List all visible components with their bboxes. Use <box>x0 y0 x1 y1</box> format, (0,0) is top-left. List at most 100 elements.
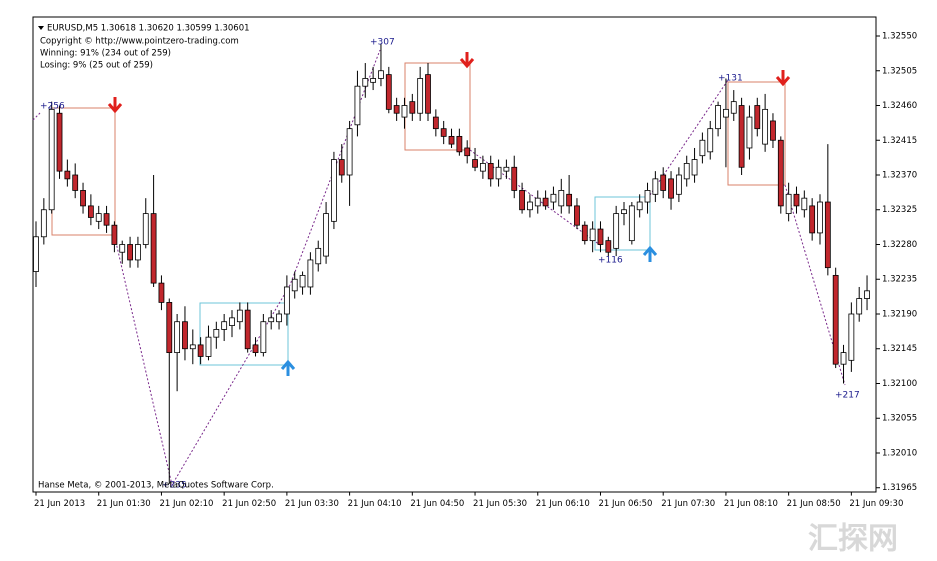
candle-body <box>574 205 580 226</box>
candle-body <box>801 197 808 211</box>
candle-body <box>644 190 651 203</box>
sell-arrow <box>459 52 475 69</box>
candles <box>33 43 870 484</box>
candle-body <box>503 166 510 172</box>
candle-body <box>479 163 486 172</box>
trade-result: +116 <box>598 256 623 266</box>
trade-result: +256 <box>40 102 65 112</box>
candle-body <box>370 78 377 83</box>
candle-body <box>762 108 769 145</box>
candle-body <box>401 105 408 118</box>
candle-body <box>699 139 706 157</box>
candle-body <box>464 147 471 157</box>
candle-body <box>103 213 110 226</box>
candle-body <box>48 108 55 211</box>
candle-body <box>425 74 431 114</box>
candle-body <box>448 135 455 145</box>
candle-body <box>628 205 635 242</box>
candle-body <box>87 205 94 218</box>
x-tick-label: 21 Jun 03:30 <box>285 499 339 509</box>
candle-body <box>832 274 839 365</box>
candle-body <box>770 120 776 141</box>
candle-body <box>527 201 533 211</box>
candle-body <box>809 205 816 234</box>
candle-body <box>440 128 447 137</box>
x-tick-label: 21 Jun 02:10 <box>159 499 213 509</box>
candle-body <box>581 224 588 242</box>
sell-box <box>727 81 786 186</box>
winning: Winning: 91% (234 out of 259) <box>40 49 171 59</box>
candle-body <box>511 166 518 191</box>
losing: Losing: 9% (25 out of 259) <box>40 61 153 71</box>
y-tick-label: 1.32415 <box>882 136 917 146</box>
x-tick-label: 21 Jun 08:50 <box>787 499 841 509</box>
trade-path <box>469 149 601 246</box>
trade-path <box>784 184 846 386</box>
y-tick-label: 1.32235 <box>882 275 917 285</box>
candle-body <box>95 213 102 222</box>
x-tick-label: 21 Jun 04:50 <box>410 499 464 509</box>
candle-body <box>291 278 298 292</box>
candle-body <box>354 85 361 126</box>
x-tick-label: 21 Jun 07:30 <box>661 499 715 509</box>
candle-body <box>197 344 204 357</box>
candle-body <box>848 313 855 361</box>
candle-body <box>472 159 478 168</box>
candle-body <box>754 105 761 130</box>
x-tick-label: 21 Jun 04:10 <box>348 499 402 509</box>
candle-body <box>213 329 220 338</box>
candle-body <box>142 213 149 245</box>
trade-path <box>32 112 41 121</box>
trade-boxes <box>51 62 786 366</box>
x-tick-label: 21 Jun 09:30 <box>849 499 903 509</box>
candle-body <box>652 178 659 195</box>
candle-body <box>119 244 126 253</box>
y-tick-label: 1.32460 <box>882 101 917 111</box>
candle-body <box>495 166 502 180</box>
candle-body <box>456 135 463 153</box>
sell-arrow <box>775 70 791 87</box>
candle-body <box>40 209 47 238</box>
y-tick-label: 1.32325 <box>882 205 917 215</box>
candle-body <box>323 213 329 257</box>
candle-body <box>409 101 416 114</box>
candle-body <box>558 190 565 207</box>
menu-triangle <box>38 26 44 30</box>
x-tick-label: 21 Jun 02:50 <box>222 499 276 509</box>
candle-body <box>205 336 212 357</box>
sell-arrow <box>107 97 123 114</box>
y-tick-label: 1.32010 <box>882 448 917 458</box>
arrows <box>107 52 791 376</box>
candle-body <box>621 209 627 215</box>
candle-body <box>158 282 165 303</box>
trade-result: +307 <box>370 38 395 48</box>
trade-path <box>114 49 381 487</box>
y-tick-label: 1.32370 <box>882 171 917 181</box>
y-tick-label: 1.32055 <box>882 414 917 424</box>
candle-body <box>715 105 721 130</box>
candle-body <box>793 193 800 207</box>
candle-body <box>276 313 282 323</box>
candle-body <box>174 321 181 354</box>
candle-body <box>72 174 79 191</box>
copyright: Copyright © http://www.pointzero-trading… <box>40 37 239 47</box>
y-tick-label: 1.32145 <box>882 344 917 354</box>
candle-body <box>542 197 549 207</box>
candle-body <box>856 298 863 315</box>
candle-body <box>244 309 251 350</box>
candle-body <box>707 128 714 153</box>
candle-body <box>723 108 729 118</box>
candle-body <box>299 274 306 288</box>
candle-body <box>613 213 620 249</box>
candle-body <box>605 240 612 253</box>
trade-result: +217 <box>835 391 860 401</box>
trade-result: +235 <box>162 481 187 491</box>
x-tick-label: 21 Jun 06:10 <box>536 499 590 509</box>
candle-body <box>135 244 141 261</box>
candle-body <box>346 128 353 176</box>
watermark: 汇探网 <box>808 522 898 557</box>
candle-body <box>331 159 337 222</box>
candle-body <box>338 159 345 176</box>
y-tick-label: 1.32550 <box>882 32 917 42</box>
